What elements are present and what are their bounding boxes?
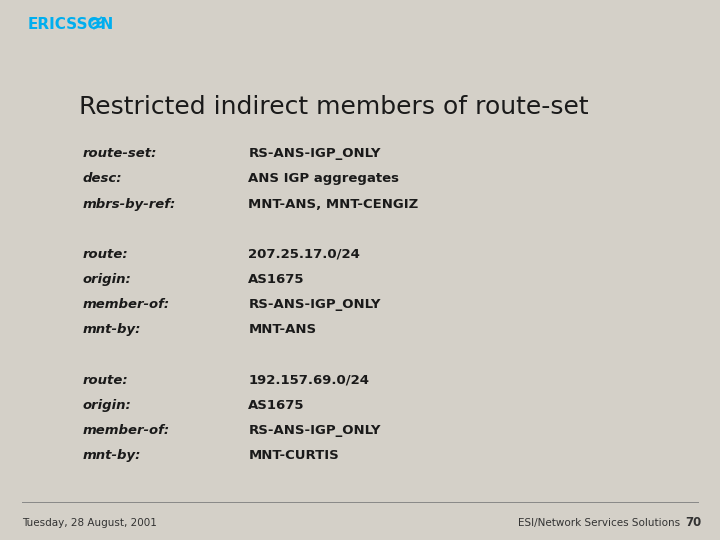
Text: route-set:: route-set:: [83, 147, 157, 160]
Text: mnt-by:: mnt-by:: [83, 449, 141, 462]
Text: RS-ANS-IGP_ONLY: RS-ANS-IGP_ONLY: [248, 298, 381, 311]
Text: ESI/Network Services Solutions: ESI/Network Services Solutions: [518, 517, 680, 528]
Text: MNT-ANS: MNT-ANS: [248, 323, 317, 336]
Text: origin:: origin:: [83, 273, 132, 286]
Text: ERICSSON: ERICSSON: [27, 17, 114, 32]
Text: 70: 70: [685, 516, 702, 529]
Text: RS-ANS-IGP_ONLY: RS-ANS-IGP_ONLY: [248, 147, 381, 160]
Text: desc:: desc:: [83, 172, 122, 185]
Text: MNT-CURTIS: MNT-CURTIS: [248, 449, 339, 462]
Text: 192.157.69.0/24: 192.157.69.0/24: [248, 374, 369, 387]
Text: ANS IGP aggregates: ANS IGP aggregates: [248, 172, 400, 185]
Text: route:: route:: [83, 248, 128, 261]
Text: mbrs-by-ref:: mbrs-by-ref:: [83, 198, 176, 211]
Text: AS1675: AS1675: [248, 399, 305, 411]
Text: mnt-by:: mnt-by:: [83, 323, 141, 336]
Text: ≋: ≋: [88, 12, 107, 34]
Text: RS-ANS-IGP_ONLY: RS-ANS-IGP_ONLY: [248, 424, 381, 437]
Text: Tuesday, 28 August, 2001: Tuesday, 28 August, 2001: [22, 517, 156, 528]
Text: origin:: origin:: [83, 399, 132, 411]
Text: member-of:: member-of:: [83, 424, 170, 437]
Text: Restricted indirect members of route-set: Restricted indirect members of route-set: [79, 95, 589, 119]
Text: member-of:: member-of:: [83, 298, 170, 311]
Text: AS1675: AS1675: [248, 273, 305, 286]
Text: MNT-ANS, MNT-CENGIZ: MNT-ANS, MNT-CENGIZ: [248, 198, 418, 211]
Text: route:: route:: [83, 374, 128, 387]
Text: 207.25.17.0/24: 207.25.17.0/24: [248, 248, 360, 261]
